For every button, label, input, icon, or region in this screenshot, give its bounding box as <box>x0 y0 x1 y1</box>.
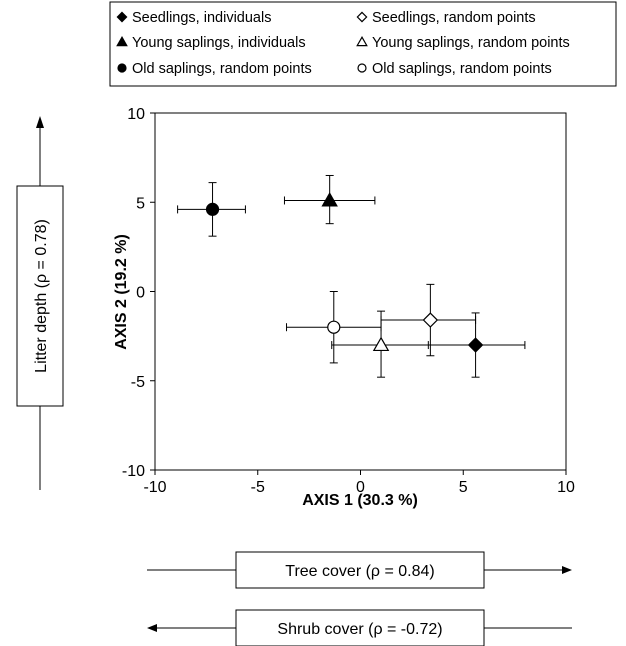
legend-marker <box>116 11 128 23</box>
legend-marker <box>356 35 368 47</box>
legend-marker <box>356 11 368 23</box>
tree-cover-arrow: Tree cover (ρ = 0.84) <box>147 551 572 589</box>
y-tick-label: -5 <box>131 374 145 391</box>
tree-cover-label: Tree cover (ρ = 0.84) <box>285 563 434 580</box>
x-tick-label: 0 <box>356 479 365 496</box>
x-tick-label: 5 <box>459 479 468 496</box>
legend-marker <box>116 35 128 47</box>
data-point-2 <box>422 312 439 328</box>
legend: Seedlings, individuals Seedlings, random … <box>116 10 570 77</box>
x-tick-label: 10 <box>557 479 575 496</box>
x-tick-label: -10 <box>143 479 166 496</box>
axis-ticks: -10 -5 0 5 10 10 5 0 -5 -10 <box>122 106 575 496</box>
legend-label: Young saplings, individuals <box>132 35 306 51</box>
litter-depth-label: Litter depth (ρ = 0.78) <box>33 219 50 373</box>
data-point-3 <box>321 192 338 207</box>
tree-cover-box <box>235 551 485 589</box>
legend-marker <box>117 63 127 73</box>
y-tick-label: 5 <box>136 195 145 212</box>
legend-label: Seedlings, random points <box>372 10 536 26</box>
data-point-5 <box>205 202 220 216</box>
plot-frame <box>154 112 567 471</box>
legend-label: Seedlings, individuals <box>132 10 271 26</box>
data-point-1 <box>467 337 484 353</box>
legend-label: Young saplings, random points <box>372 35 570 51</box>
y-axis-title: AXIS 2 (19.2 %) <box>113 234 130 350</box>
legend-label: Old saplings, random points <box>372 61 552 77</box>
shrub-cover-arrow: Shrub cover (ρ = -0.72) <box>147 609 572 646</box>
data-markers <box>205 192 484 353</box>
legend-label: Old saplings, random points <box>132 61 312 77</box>
y-tick-label: 10 <box>127 106 145 123</box>
x-axis-title: AXIS 1 (30.3 %) <box>302 492 418 509</box>
data-point-6 <box>327 320 341 334</box>
litter-depth-box <box>16 185 64 407</box>
litter-depth-arrow: Litter depth (ρ = 0.78) <box>16 116 64 490</box>
x-tick-label: -5 <box>251 479 265 496</box>
y-tick-label: -10 <box>122 463 145 480</box>
data-point-4 <box>372 336 390 352</box>
legend-marker <box>357 63 367 73</box>
shrub-cover-label: Shrub cover (ρ = -0.72) <box>277 621 442 638</box>
y-tick-label: 0 <box>136 285 145 302</box>
